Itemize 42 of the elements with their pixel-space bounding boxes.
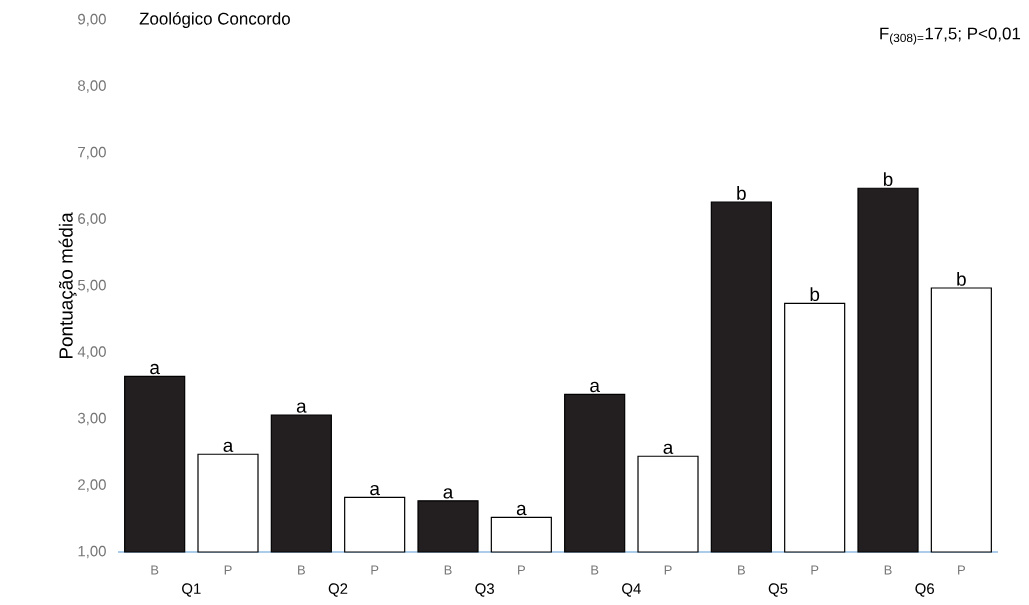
y-tick-label: 1,00 [78,545,106,559]
x-tick-label: B [151,565,159,575]
x-tick-label: P [518,565,525,575]
x-tick-label: P [371,565,379,575]
data-label: a [370,484,380,496]
text: Q4 [622,583,641,597]
data-label: a [443,488,454,499]
y-tick-label: 6,00 [78,213,106,226]
data-label: a [516,504,527,516]
text: Q3 [475,583,494,597]
x-tick-label: P [811,565,819,575]
x-tick-label: B [738,565,745,575]
y-tick-label: 2,00 [78,479,106,492]
data-label: b [883,172,893,187]
data-label: a [296,402,307,413]
x-tick-label: B [298,565,305,575]
y-tick-label: 3,00 [77,412,106,426]
y-tick-label: 4,00 [77,346,106,359]
y-axis-title: Pontuação média [58,212,77,359]
data-label: b [957,271,966,286]
x-tick-label: B [444,565,452,575]
x-tick-label: P [664,565,672,575]
data-label: b [810,287,820,302]
text: Q2 [328,583,348,597]
data-label: a [223,441,234,453]
data-label: b [737,186,746,201]
x-tick-label: B [591,565,599,575]
y-tick-label: 5,00 [77,279,106,293]
data-label: a [663,443,674,455]
data-label: a [150,363,160,375]
y-tick-label: 9,00 [78,13,106,27]
text: Q5 [768,583,788,597]
x-tick-label: P [958,565,965,575]
text: Q1 [182,583,201,597]
data-label: a [590,381,600,393]
x-tick-label: P [224,565,232,575]
y-tick-label: 8,00 [78,80,106,93]
y-tick-label: 7,00 [78,146,106,160]
annotation: F$_{(308)=}$17,5; P<0,01 [880,27,1021,45]
x-tick-label: B [884,565,892,575]
text: Q6 [915,583,934,597]
chart-title: Zoológico Concordo [139,12,290,28]
